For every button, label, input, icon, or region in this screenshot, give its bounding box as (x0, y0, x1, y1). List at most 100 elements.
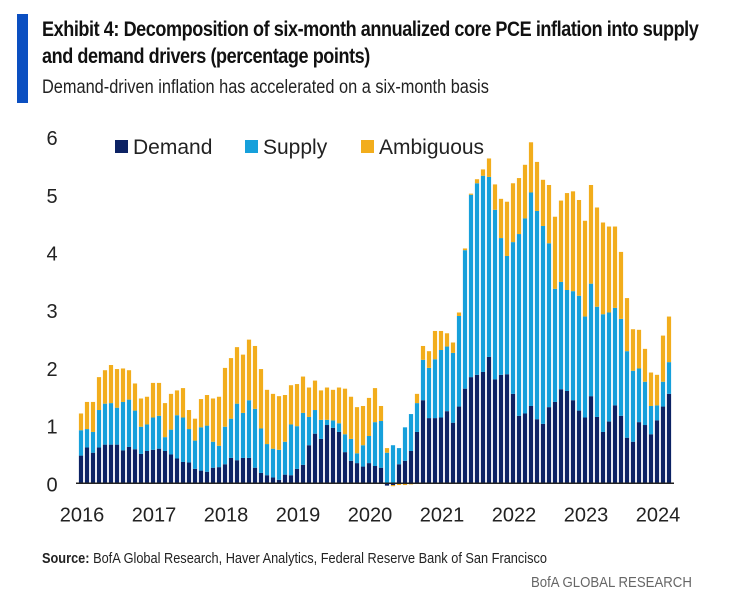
bar-supply-51 (384, 452, 390, 484)
bar-supply-50 (378, 420, 384, 468)
bar-supply-68 (486, 176, 492, 357)
bar-demand-50 (378, 467, 384, 484)
bar-supply-76 (534, 210, 540, 420)
bar-demand-53 (396, 464, 402, 484)
bar-supply-52 (390, 445, 396, 484)
bar-supply-61 (444, 346, 450, 412)
bar-demand-81 (564, 390, 570, 484)
brand-label: BofA GLOBAL RESEARCH (531, 574, 692, 591)
source-note: Source: BofA Global Research, Haver Anal… (42, 551, 547, 567)
bar-supply-45 (348, 438, 354, 461)
bar-ambiguous-27 (240, 354, 246, 413)
bar-demand-33 (276, 479, 282, 484)
bar-supply-27 (240, 412, 246, 458)
bar-supply-73 (516, 234, 522, 416)
bar-ambiguous-68 (486, 158, 492, 177)
bar-ambiguous-4 (102, 370, 108, 404)
bar-ambiguous-86 (594, 207, 600, 307)
bar-ambiguous-63 (456, 312, 462, 316)
bar-demand-59 (432, 418, 438, 484)
bar-demand-91 (624, 437, 630, 484)
bar-demand-96 (654, 420, 660, 484)
legend-label-demand: Demand (133, 136, 212, 159)
bar-supply-8 (126, 399, 132, 447)
bar-demand-89 (612, 405, 618, 484)
bar-ambiguous-34 (282, 395, 288, 442)
bar-supply-31 (264, 444, 270, 476)
x-tick-label: 2018 (204, 504, 249, 526)
bar-demand-69 (492, 379, 498, 484)
bar-demand-19 (192, 468, 198, 484)
bar-supply-21 (204, 425, 210, 472)
y-tick-label: 4 (46, 244, 57, 266)
bar-supply-29 (252, 408, 258, 468)
accent-bar (17, 14, 28, 103)
bar-demand-78 (546, 407, 552, 484)
bar-supply-63 (456, 315, 462, 407)
bar-supply-4 (102, 403, 108, 445)
bar-demand-52 (390, 483, 396, 486)
bar-ambiguous-23 (216, 396, 222, 446)
y-tick-label: 1 (46, 417, 57, 439)
y-tick-label: 0 (46, 474, 57, 496)
bar-demand-65 (468, 377, 474, 484)
x-tick-label: 2017 (132, 504, 177, 526)
bar-demand-26 (234, 460, 240, 484)
bar-supply-42 (330, 420, 336, 428)
bar-ambiguous-92 (630, 329, 636, 371)
stacked-bar-chart: 0 1 2 3 4 5 6 2016 2017 2018 2019 2020 2021 2022 2023… (46, 128, 680, 526)
bar-ambiguous-65 (468, 193, 474, 195)
bar-ambiguous-9 (132, 383, 138, 411)
bar-demand-24 (222, 464, 228, 484)
bar-demand-9 (132, 449, 138, 484)
bar-supply-98 (666, 362, 672, 394)
bar-demand-15 (168, 454, 174, 484)
bar-supply-41 (324, 419, 330, 426)
y-tick-label: 3 (46, 301, 57, 323)
bar-demand-45 (348, 460, 354, 484)
bar-ambiguous-3 (96, 377, 102, 411)
bar-supply-38 (306, 416, 312, 446)
x-tick-label: 2021 (420, 504, 465, 526)
bar-ambiguous-22 (210, 398, 216, 442)
bar-demand-21 (204, 471, 210, 484)
bar-ambiguous-17 (180, 388, 186, 418)
bar-ambiguous-18 (186, 410, 192, 430)
bar-ambiguous-61 (444, 333, 450, 347)
bar-ambiguous-67 (480, 169, 486, 176)
legend: Demand Supply Ambiguous (115, 136, 484, 159)
bar-ambiguous-98 (666, 316, 672, 363)
x-tick-label: 2016 (60, 504, 105, 526)
bar-supply-96 (654, 405, 660, 421)
bar-ambiguous-48 (366, 397, 372, 436)
bar-demand-67 (480, 371, 486, 484)
bar-demand-94 (642, 425, 648, 484)
bar-supply-24 (222, 426, 228, 465)
bar-supply-74 (522, 218, 528, 414)
bar-supply-32 (270, 448, 276, 478)
bar-supply-13 (156, 415, 162, 449)
bar-demand-77 (540, 423, 546, 484)
bar-supply-64 (462, 250, 468, 389)
bar-ambiguous-28 (246, 339, 252, 401)
bar-supply-40 (318, 419, 324, 439)
bar-demand-14 (162, 450, 168, 484)
bar-supply-80 (558, 281, 564, 390)
bar-supply-22 (210, 441, 216, 468)
bar-ambiguous-14 (162, 403, 168, 438)
bar-ambiguous-62 (450, 342, 456, 353)
bar-ambiguous-38 (306, 387, 312, 417)
bar-demand-56 (414, 431, 420, 484)
bar-supply-39 (312, 410, 318, 434)
bar-ambiguous-46 (354, 407, 360, 454)
bar-supply-46 (354, 453, 360, 464)
bar-ambiguous-80 (558, 200, 564, 282)
bar-ambiguous-47 (360, 405, 366, 446)
bar-ambiguous-64 (462, 248, 468, 251)
bar-supply-19 (192, 440, 198, 469)
bar-ambiguous-96 (654, 374, 660, 406)
bar-supply-97 (660, 381, 666, 407)
bar-supply-65 (468, 194, 474, 378)
bar-demand-43 (336, 431, 342, 484)
bar-ambiguous-21 (204, 395, 210, 426)
